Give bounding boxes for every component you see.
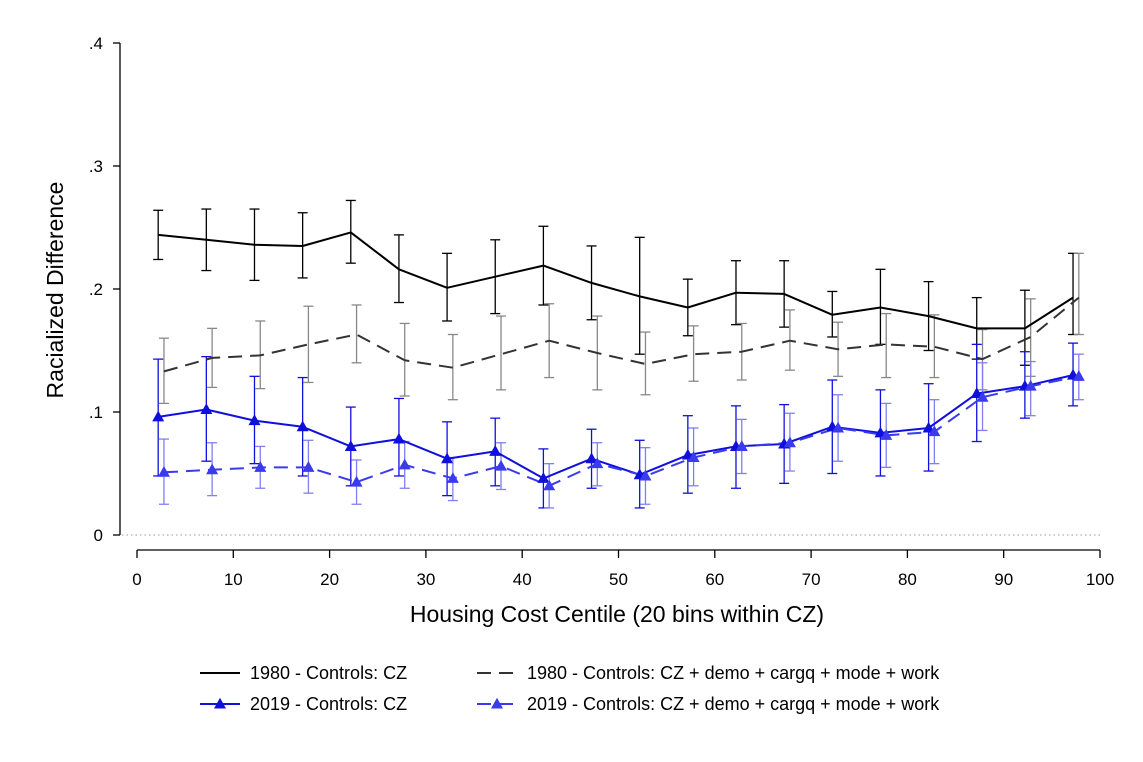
legend-key-marker — [214, 697, 226, 709]
x-tick-label: 20 — [320, 570, 339, 589]
series-lines — [158, 231, 1080, 487]
series-line — [158, 231, 1074, 330]
legend-label: 1980 - Controls: CZ + demo + cargq + mod… — [527, 663, 940, 683]
data-point — [928, 425, 941, 437]
data-point — [392, 432, 405, 444]
series-line — [163, 296, 1080, 373]
x-tick-label: 100 — [1086, 570, 1114, 589]
data-point — [344, 440, 357, 451]
x-tick-label: 0 — [132, 570, 141, 589]
legend-label: 2019 - Controls: CZ + demo + cargq + mod… — [527, 694, 940, 714]
axes: 0 .1 .2 .3 .4 0 10 20 30 40 50 60 70 80 90 100 — [89, 34, 1114, 589]
legend-label: 1980 - Controls: CZ — [250, 663, 407, 683]
data-point — [976, 390, 989, 402]
x-tick-label: 70 — [802, 570, 821, 589]
data-point — [543, 479, 556, 491]
x-tick-label: 90 — [994, 570, 1013, 589]
data-point — [254, 461, 267, 472]
y-tick-label: .4 — [89, 34, 103, 53]
data-point — [248, 414, 261, 426]
data-point — [489, 445, 502, 456]
series-markers — [152, 368, 1085, 491]
data-point — [152, 410, 165, 422]
data-point — [441, 452, 454, 464]
y-tick-label: .1 — [89, 403, 103, 422]
x-tick-label: 30 — [416, 570, 435, 589]
data-point — [1024, 379, 1037, 391]
data-point — [832, 421, 845, 433]
data-point — [200, 403, 213, 415]
x-axis-title: Housing Cost Centile (20 bins within CZ) — [410, 601, 824, 627]
data-point — [495, 459, 508, 471]
data-point — [302, 461, 315, 472]
series-line — [158, 374, 1074, 480]
y-tick-label: .3 — [89, 157, 103, 176]
data-point — [922, 421, 935, 433]
y-tick-label: 0 — [94, 526, 103, 545]
data-point — [157, 465, 170, 477]
data-point — [591, 457, 604, 469]
y-axis-title: Racialized Difference — [42, 182, 68, 399]
data-point — [446, 472, 459, 483]
data-point — [398, 458, 411, 470]
data-point — [350, 475, 363, 487]
data-point — [585, 452, 598, 464]
data-point — [1072, 370, 1085, 381]
x-tick-label: 80 — [898, 570, 917, 589]
x-tick-label: 60 — [705, 570, 724, 589]
data-point — [783, 436, 796, 448]
legend-label: 2019 - Controls: CZ — [250, 694, 407, 714]
data-point — [687, 451, 700, 463]
data-point — [880, 429, 893, 440]
data-point — [735, 440, 748, 451]
x-tick-label: 50 — [609, 570, 628, 589]
data-point — [970, 387, 983, 399]
data-point — [206, 463, 219, 475]
legend: 1980 - Controls: CZ 1980 - Controls: CZ +… — [200, 663, 940, 714]
data-point — [296, 420, 309, 432]
series-line — [163, 375, 1080, 487]
x-tick-label: 40 — [513, 570, 532, 589]
data-point — [639, 469, 652, 481]
data-point — [537, 472, 550, 483]
y-tick-label: .2 — [89, 280, 103, 299]
legend-key-marker — [491, 697, 503, 709]
x-tick-label: 10 — [224, 570, 243, 589]
